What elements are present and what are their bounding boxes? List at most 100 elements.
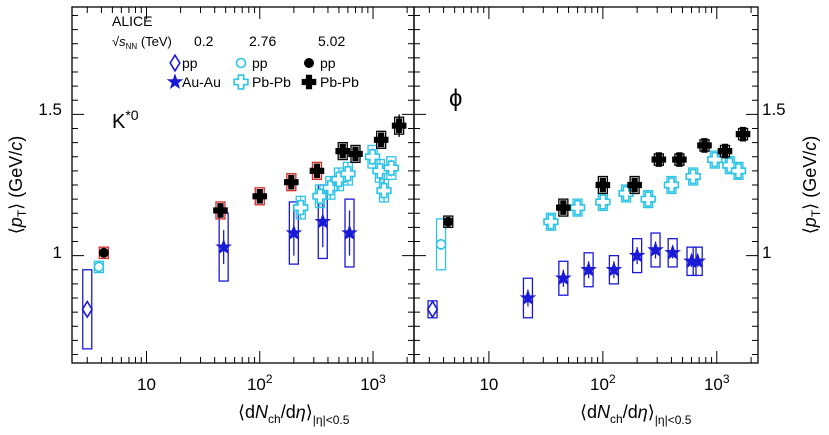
marker-p1-au-au-0-2-tev-3 — [605, 261, 623, 277]
marker-p0-pb-pb-5-02-tev-0 — [213, 203, 228, 218]
legend-label-pp-5-02: pp — [320, 55, 336, 71]
marker-p1-pp-0-2-tev-0 — [426, 299, 439, 319]
marker-p1-au-au-0-2-tev-2 — [580, 261, 597, 277]
marker-p1-pb-pb-2-76-tev-6 — [685, 168, 701, 185]
legend-marker-pbpb-2-76 — [233, 74, 249, 90]
marker-p0-pb-pb-2-76-tev-7 — [376, 182, 392, 199]
xtick-label-p1-1000: 103 — [704, 372, 730, 394]
legend-marker-auau — [166, 73, 184, 90]
legend-marker-pp-2-76 — [235, 57, 247, 69]
marker-p1-pb-pb-2-76-tev-5 — [663, 177, 680, 193]
marker-p0-pb-pb-5-02-tev-3 — [309, 163, 325, 179]
marker-p1-pb-pb-5-02-tev-3 — [651, 152, 667, 167]
marker-p1-pb-pb-2-76-tev-4 — [640, 191, 656, 207]
marker-p0-pb-pb-2-76-tev-0 — [293, 199, 309, 216]
x-axis-title-left: ⟨dNch/dη⟩|η|<0.5 — [238, 402, 350, 427]
marker-p0-au-au-0-2-tev-1 — [285, 224, 303, 241]
marker-p1-pb-pb-5-02-tev-4 — [672, 152, 687, 167]
y-axis-title-left: ⟨pT⟩ (GeV/c) — [6, 136, 29, 234]
marker-p1-au-au-0-2-tev-6 — [664, 244, 681, 260]
marker-p0-pb-pb-5-02-tev-2 — [284, 174, 299, 190]
marker-p1-pb-pb-2-76-tev-1 — [569, 199, 586, 216]
xtick-label-p0-10: 10 — [137, 375, 156, 394]
marker-p1-au-au-0-2-tev-1 — [555, 269, 572, 286]
marker-p1-pp-2-76-tev-0 — [435, 239, 447, 250]
marker-p0-pb-pb-5-02-tev-4 — [335, 143, 351, 159]
series-p0-pp-2-76-tev — [93, 260, 105, 274]
marker-p0-au-au-0-2-tev-3 — [341, 224, 358, 241]
marker-p1-pb-pb-2-76-tev-7 — [707, 151, 723, 168]
marker-p0-pb-pb-2-76-tev-1 — [312, 188, 328, 205]
marker-p0-pb-pb-2-76-tev-4 — [340, 165, 356, 182]
marker-p0-pp-0-2-tev-0 — [81, 299, 93, 319]
axis-ticks — [72, 7, 758, 363]
marker-p0-pp-2-76-tev-0 — [93, 261, 105, 273]
marker-p0-pb-pb-2-76-tev-6 — [372, 163, 388, 179]
x-axis-title-right: ⟨dNch/dη⟩|η|<0.5 — [580, 402, 692, 427]
marker-p1-au-au-0-2-tev-5 — [647, 241, 664, 258]
plot-area-phi — [426, 126, 751, 319]
marker-p1-pb-pb-2-76-tev-2 — [595, 194, 611, 210]
legend-energy-2-76: 2.76 — [249, 33, 276, 49]
xtick-label-p0-100: 102 — [247, 372, 273, 394]
series-p1-pp-5-02-tev — [443, 215, 454, 229]
legend-experiment: ALICE — [112, 13, 152, 29]
xtick-label-p1-100: 102 — [590, 372, 616, 394]
marker-p1-au-au-0-2-tev-8 — [689, 252, 706, 269]
legend-energy-5-02: 5.02 — [318, 33, 345, 49]
xtick-label-p0-1000: 103 — [360, 372, 386, 394]
particle-label-k-star: K*0 — [112, 107, 139, 133]
svg-text:⟨pT⟩ (GeV/c): ⟨pT⟩ (GeV/c) — [800, 136, 823, 234]
series-p1-pp-0-2-tev — [426, 299, 439, 319]
marker-p1-au-au-0-2-tev-4 — [628, 246, 646, 263]
legend: ALICE √sNN (TeV) 0.2 2.76 5.02 pp Au-Au … — [112, 13, 359, 90]
series-p0-pp-5-02-tev — [98, 246, 109, 260]
marker-p0-au-au-0-2-tev-2 — [314, 213, 332, 229]
legend-marker-pp-0-2 — [169, 53, 181, 73]
marker-p1-pp-5-02-tev-0 — [443, 216, 454, 227]
legend-marker-pbpb-5-02 — [301, 74, 317, 90]
series-p1-pb-pb-5-02-tev — [556, 126, 751, 217]
ytick-label-right-1-5: 1.5 — [762, 100, 786, 119]
panel-frame-right — [413, 6, 759, 364]
marker-p0-pp-5-02-tev-0 — [98, 247, 109, 258]
series-p1-pb-pb-2-76-tev — [543, 150, 747, 231]
marker-p1-pb-pb-5-02-tev-0 — [556, 200, 571, 215]
marker-p0-pb-pb-5-02-tev-5 — [348, 146, 363, 162]
marker-p1-pb-pb-5-02-tev-5 — [697, 138, 712, 153]
legend-label-pp-2-76: pp — [252, 55, 268, 71]
marker-p1-pb-pb-5-02-tev-6 — [717, 143, 733, 159]
legend-label-pbpb-2-76: Pb-Pb — [252, 74, 291, 90]
series-p1-pp-2-76-tev — [435, 218, 447, 271]
svg-text:⟨pT⟩ (GeV/c): ⟨pT⟩ (GeV/c) — [6, 136, 29, 234]
legend-marker-pp-5-02 — [304, 58, 314, 68]
ytick-label-right-1: 1 — [762, 243, 771, 262]
legend-label-pp-0-2: pp — [182, 55, 198, 71]
marker-p1-pb-pb-2-76-tev-3 — [618, 185, 634, 202]
ytick-label-left-1-5: 1.5 — [38, 100, 62, 119]
marker-p0-au-au-0-2-tev-0 — [215, 238, 232, 255]
marker-p1-pb-pb-2-76-tev-9 — [730, 163, 747, 179]
marker-p0-pb-pb-2-76-tev-8 — [383, 160, 400, 176]
legend-energy-0-2: 0.2 — [194, 33, 214, 49]
marker-p0-pb-pb-2-76-tev-2 — [322, 180, 339, 196]
y-axis-title-right: ⟨pT⟩ (GeV/c) — [800, 136, 823, 234]
series-p0-pb-pb-2-76-tev — [293, 144, 400, 220]
marker-p1-pb-pb-5-02-tev-2 — [627, 177, 642, 193]
xtick-label-p1-10: 10 — [479, 375, 498, 394]
marker-p0-pb-pb-5-02-tev-6 — [373, 132, 389, 148]
xtick-labels: 10 102 103 10 102 103 — [137, 372, 730, 394]
series-p0-pb-pb-5-02-tev — [213, 114, 407, 220]
legend-label-auau: Au-Au — [182, 74, 221, 90]
marker-p0-pb-pb-5-02-tev-7 — [391, 118, 407, 133]
marker-p1-pb-pb-5-02-tev-7 — [735, 126, 751, 142]
ytick-label-left-1: 1 — [53, 243, 62, 262]
series-p0-au-au-0-2-tev — [215, 184, 358, 282]
legend-markers — [166, 53, 317, 90]
series-p1-au-au-0-2-tev — [519, 232, 706, 319]
legend-label-pbpb-5-02: Pb-Pb — [320, 74, 359, 90]
marker-p1-au-au-0-2-tev-0 — [519, 289, 537, 306]
marker-p1-pb-pb-5-02-tev-1 — [595, 177, 611, 193]
marker-p0-pb-pb-5-02-tev-1 — [252, 189, 268, 204]
